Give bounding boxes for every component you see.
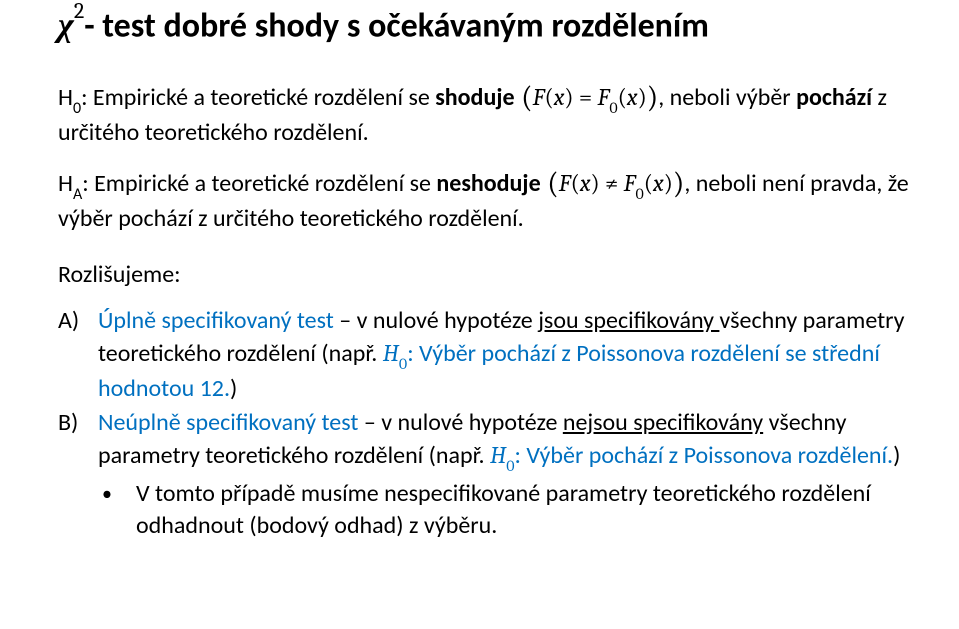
b-underline: nejsou specifikovány — [563, 408, 763, 437]
marker-b: B) — [58, 407, 98, 475]
item-a-body: Úplně specifikovaný test – v nulové hypo… — [98, 305, 921, 406]
h0-equation: (F(x) = F0(x)) — [515, 83, 659, 111]
ha-bold: neshoduje — [436, 169, 540, 198]
title-rest: - test dobré shody s očekávaným rozdělen… — [84, 5, 709, 46]
marker-a: A) — [58, 305, 98, 406]
h0-bold2: pochází — [796, 83, 872, 112]
slide: χ2- test dobré shody s očekávaným rozděl… — [0, 0, 959, 552]
b-example: H0: Výběr pochází z Poissonova rozdělení… — [490, 441, 893, 470]
hypothesis-h0: H0: Empirické a teoretické rozdělení se … — [58, 76, 921, 149]
b-term: Neúplně specifikovaný test — [98, 408, 358, 437]
h0-bold: shoduje — [435, 83, 514, 112]
list-item-b: B) Neúplně specifikovaný test – v nulové… — [58, 407, 921, 475]
bullet-icon: • — [102, 478, 136, 542]
ha-equation: (F(x) ≠ F0(x)) — [541, 169, 685, 197]
chi-symbol: χ — [58, 4, 74, 47]
chi-exponent: 2 — [74, 0, 84, 24]
ha-label: HA — [58, 169, 82, 198]
a-term: Úplně specifikovaný test — [98, 306, 334, 335]
sub-bullet: • V tomto případě musíme nespecifikované… — [58, 478, 921, 542]
hypothesis-ha: HA: Empirické a teoretické rozdělení se … — [58, 162, 921, 235]
h0-label: H0 — [58, 83, 81, 112]
list: A) Úplně specifikovaný test – v nulové h… — [58, 305, 921, 542]
item-b-body: Neúplně specifikovaný test – v nulové hy… — [98, 407, 921, 475]
list-item-a: A) Úplně specifikovaný test – v nulové h… — [58, 305, 921, 406]
a-underline: jsou specifikovány — [538, 306, 719, 335]
page-title: χ2- test dobré shody s očekávaným rozděl… — [58, 4, 921, 48]
bullet-text: V tomto případě musíme nespecifikované p… — [136, 478, 921, 542]
rozlisujeme-label: Rozlišujeme: — [58, 259, 921, 291]
